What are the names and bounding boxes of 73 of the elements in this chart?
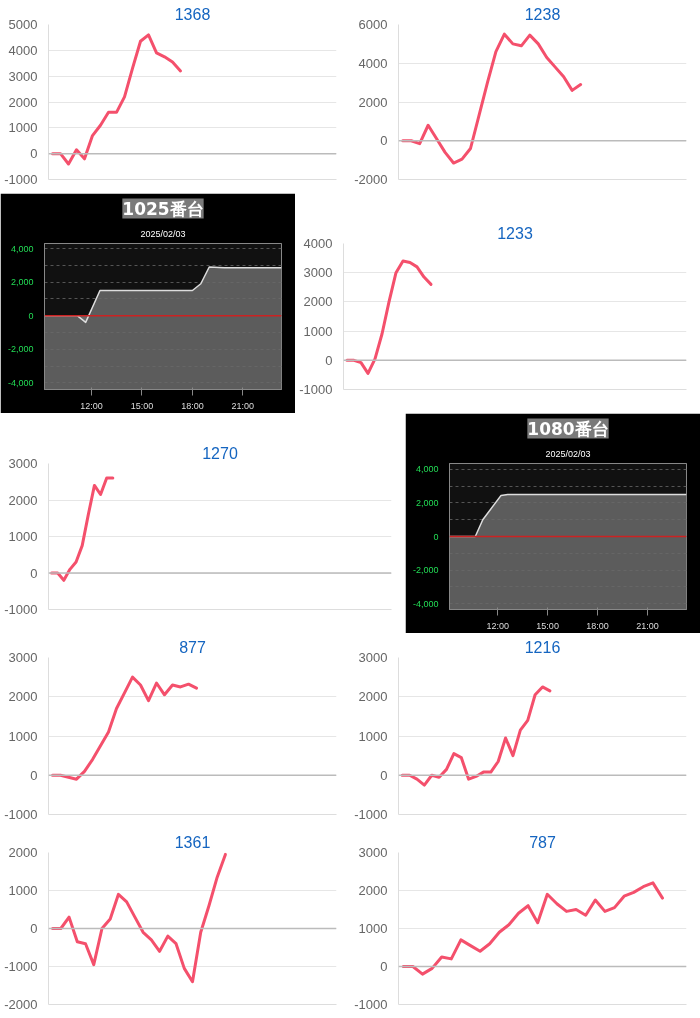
y-tick-label: 2000 bbox=[8, 492, 38, 508]
chart-title: 1080番台 bbox=[527, 418, 609, 439]
y-tick-label: 2000 bbox=[8, 689, 38, 705]
y-tick-label: 1000 bbox=[8, 883, 38, 898]
y-tick-label: 0 bbox=[30, 767, 38, 783]
y-tick-label: 4000 bbox=[303, 236, 333, 251]
y-tick-label: 2000 bbox=[358, 94, 388, 110]
chart-title: 1216 bbox=[524, 638, 561, 656]
y-tick-label: 2,000 bbox=[415, 497, 439, 508]
y-tick-label: 1000 bbox=[8, 120, 38, 136]
y-tick-label: -1000 bbox=[4, 807, 38, 822]
chart-title: 1270 bbox=[202, 444, 238, 462]
y-tick-label: 1000 bbox=[8, 529, 38, 544]
y-tick-label: -1000 bbox=[299, 382, 333, 397]
y-tick-label: 2000 bbox=[358, 689, 388, 705]
y-tick-label: 4,000 bbox=[415, 464, 439, 475]
y-tick-label: 0 bbox=[433, 531, 439, 542]
y-tick-label: -2,000 bbox=[7, 344, 34, 355]
y-tick-label: 1000 bbox=[358, 728, 388, 744]
chart-title: 1368 bbox=[174, 5, 211, 23]
x-tick-label: 12:00 bbox=[486, 620, 509, 631]
y-tick-label: 1000 bbox=[8, 728, 38, 744]
x-tick-label: 15:00 bbox=[130, 400, 154, 411]
y-tick-label: 3000 bbox=[8, 456, 38, 471]
x-tick-label: 15:00 bbox=[536, 620, 559, 631]
y-tick-label: 0 bbox=[30, 146, 38, 162]
x-tick-label: 21:00 bbox=[231, 400, 255, 411]
chart-title: 1238 bbox=[524, 5, 561, 23]
y-tick-label: 0 bbox=[325, 352, 333, 368]
y-tick-label: -1000 bbox=[354, 807, 388, 822]
y-tick-label: -1000 bbox=[4, 602, 38, 617]
x-tick-label: 21:00 bbox=[636, 620, 659, 631]
y-tick-label: 0 bbox=[380, 133, 388, 149]
chart-title: 1025番台 bbox=[122, 198, 204, 219]
y-tick-label: 3000 bbox=[303, 265, 333, 281]
y-tick-label: 4,000 bbox=[10, 243, 34, 254]
y-tick-label: 2000 bbox=[8, 845, 38, 860]
y-tick-label: 4000 bbox=[358, 55, 388, 71]
y-tick-label: 5000 bbox=[8, 17, 38, 32]
chart-subtitle: 2025/02/03 bbox=[140, 228, 186, 239]
y-tick-label: -2000 bbox=[354, 172, 388, 187]
chart-title: 1361 bbox=[174, 833, 211, 851]
y-tick-label: 2000 bbox=[303, 294, 333, 310]
y-tick-label: -1000 bbox=[354, 997, 388, 1012]
y-tick-label: -2,000 bbox=[412, 565, 439, 576]
y-tick-label: 0 bbox=[30, 921, 38, 936]
y-tick-label: 3000 bbox=[8, 650, 38, 665]
y-tick-label: 0 bbox=[30, 565, 38, 581]
chart-title: 1233 bbox=[497, 224, 533, 242]
y-tick-label: 2000 bbox=[8, 94, 38, 110]
y-tick-label: 4000 bbox=[8, 42, 38, 58]
y-tick-label: 2,000 bbox=[10, 277, 34, 288]
y-tick-label: 3000 bbox=[358, 845, 388, 860]
y-tick-label: 2000 bbox=[358, 883, 388, 898]
chart-subtitle: 2025/02/03 bbox=[545, 448, 591, 459]
y-tick-label: 3000 bbox=[358, 650, 388, 665]
x-tick-label: 12:00 bbox=[80, 400, 103, 411]
y-tick-label: -1000 bbox=[4, 172, 38, 187]
y-tick-label: -4,000 bbox=[7, 377, 34, 388]
x-tick-label: 18:00 bbox=[586, 620, 609, 631]
y-tick-label: 1000 bbox=[358, 921, 388, 936]
y-tick-label: 0 bbox=[28, 310, 34, 321]
y-tick-label: 6000 bbox=[358, 17, 388, 32]
y-tick-label: -4,000 bbox=[412, 598, 439, 609]
y-tick-label: -2000 bbox=[4, 997, 38, 1012]
y-tick-label: -1000 bbox=[4, 959, 38, 974]
x-tick-label: 18:00 bbox=[181, 400, 204, 411]
chart-title: 787 bbox=[529, 833, 556, 851]
chart-title: 877 bbox=[179, 638, 206, 656]
y-tick-label: 0 bbox=[380, 959, 388, 974]
y-tick-label: 1000 bbox=[303, 323, 333, 339]
y-tick-label: 0 bbox=[380, 767, 388, 783]
y-tick-label: 3000 bbox=[8, 68, 38, 84]
